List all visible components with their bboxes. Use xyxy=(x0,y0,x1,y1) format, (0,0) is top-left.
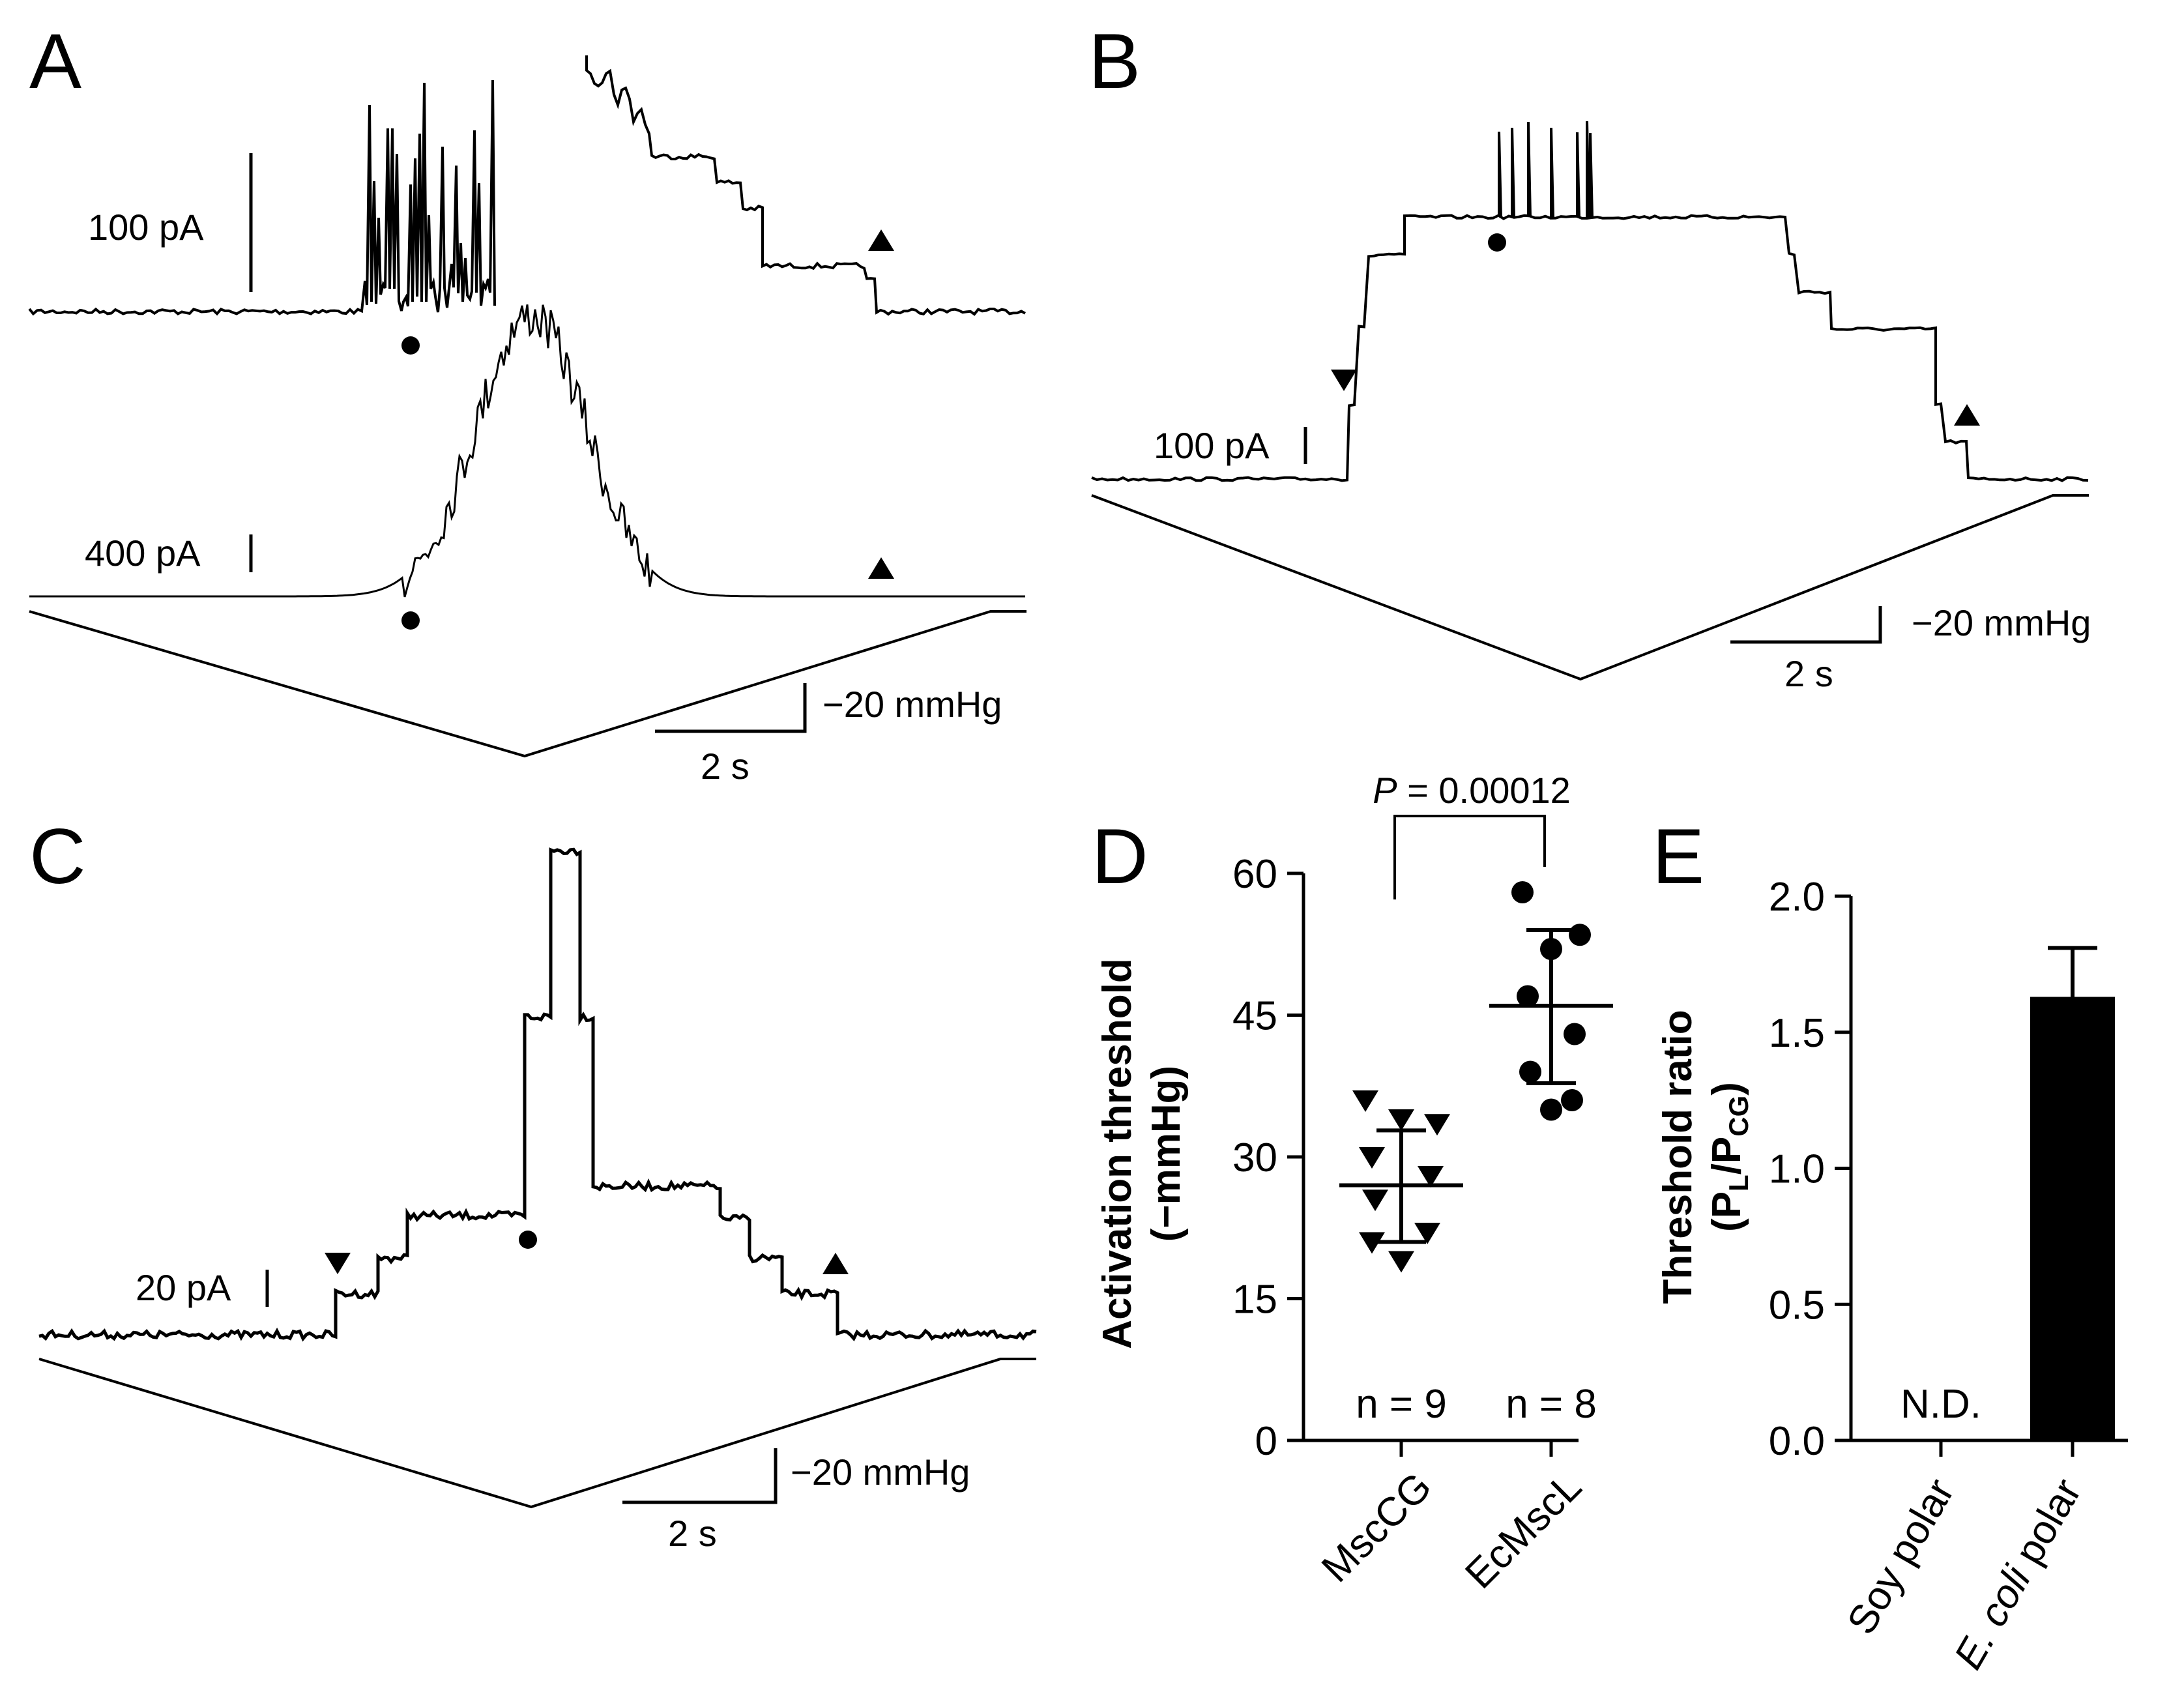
data-point-mscg xyxy=(1418,1166,1444,1188)
data-point-ecmscl xyxy=(1540,1098,1562,1121)
x-category-soy-polar: Soy polar xyxy=(1839,1472,1963,1642)
y-tick-label-d: 60 xyxy=(1232,852,1277,897)
y-tick-label-e: 0.5 xyxy=(1769,1283,1825,1328)
pressure-time-scale-c xyxy=(622,1448,778,1504)
significance-bracket xyxy=(1393,815,1546,899)
bar-ecoli-polar xyxy=(2030,997,2115,1440)
y-axis-label-d-line1: Activation threshold xyxy=(1095,958,1140,1349)
nd-label: N.D. xyxy=(1900,1382,1981,1427)
data-point-mscg xyxy=(1388,1251,1414,1273)
error-bars-d xyxy=(1339,928,1613,1457)
down-triangle-marker-b xyxy=(1331,370,1357,391)
up-triangle-marker-a-bottom xyxy=(868,557,894,579)
n-label-ecmscl: n = 8 xyxy=(1506,1382,1597,1427)
scale-label-20pa-c: 20 pA xyxy=(136,1267,231,1308)
pressure-scale-label-b: −20 mmHg xyxy=(1912,602,2091,643)
data-point-ecmscl xyxy=(1561,1089,1583,1111)
y-axis-label-d-line2: (−mmHg) xyxy=(1144,1066,1189,1242)
p-value-label: P = 0.00012 xyxy=(1373,770,1571,811)
current-trace-c xyxy=(38,847,1037,1342)
data-points-d xyxy=(1352,881,1591,1273)
bars-e xyxy=(1939,946,2115,1457)
data-point-ecmscl xyxy=(1519,1060,1541,1083)
panel-a: A 100 pA 400 pA −20 mmHg 2 s xyxy=(28,18,1026,787)
pressure-ramp-b xyxy=(1091,494,2089,681)
current-trace-b xyxy=(1091,121,2089,482)
y-axis-label-e-line2: (PL/PCG) xyxy=(1704,1082,1754,1232)
y-tick-label-e: 2.0 xyxy=(1769,875,1825,920)
y-axis-label-e-line1: Threshold ratio xyxy=(1655,1010,1700,1304)
n-label-mscg: n = 9 xyxy=(1356,1382,1447,1427)
data-point-mscg xyxy=(1388,1109,1414,1131)
up-triangle-marker-c xyxy=(823,1253,849,1274)
data-point-mscg xyxy=(1359,1232,1385,1254)
circle-marker-a-top xyxy=(401,336,420,355)
circle-marker-b xyxy=(1488,233,1506,252)
data-point-mscg xyxy=(1414,1223,1440,1244)
current-trace-a-top xyxy=(28,55,1026,316)
data-point-mscg xyxy=(1352,1090,1378,1112)
panel-b: B 100 pA −20 mmHg 2 s xyxy=(1088,18,2091,694)
scale-label-400pa-a: 400 pA xyxy=(85,533,201,574)
y-tick-label-d: 45 xyxy=(1232,994,1277,1039)
y-tick-label-e: 1.5 xyxy=(1769,1011,1825,1056)
data-point-mscg xyxy=(1424,1114,1450,1136)
up-triangle-marker-a-top xyxy=(868,229,894,251)
pressure-ramp-a xyxy=(29,610,1026,758)
y-tick-label-d: 0 xyxy=(1255,1419,1277,1464)
panel-d: D Activation threshold (−mmHg) 0 15 30 45 60… xyxy=(1092,770,1613,1598)
panel-label-c: C xyxy=(29,813,86,900)
panel-label-e: E xyxy=(1652,813,1704,900)
panel-e: E Threshold ratio (PL/PCG) 0.0 0.5 1.0 1.5 2… xyxy=(1652,813,2128,1677)
panel-label-d: D xyxy=(1092,813,1148,900)
pressure-scale-label-a: −20 mmHg xyxy=(823,684,1002,725)
pressure-time-scale-a xyxy=(655,683,807,733)
x-category-mscg: MscCG xyxy=(1313,1464,1440,1591)
panel-label-b: B xyxy=(1088,18,1141,105)
data-point-mscg xyxy=(1359,1147,1385,1169)
time-scale-label-c: 2 s xyxy=(668,1513,717,1554)
pressure-time-scale-b xyxy=(1730,606,1882,644)
data-point-ecmscl xyxy=(1511,881,1534,903)
y-tick-label-e: 1.0 xyxy=(1769,1147,1825,1192)
y-ticks-e: 0.0 0.5 1.0 1.5 2.0 xyxy=(1769,875,1851,1464)
y-ticks-d: 0 15 30 45 60 xyxy=(1232,852,1303,1464)
pressure-ramp-c xyxy=(38,1358,1036,1509)
pressure-scale-label-c: −20 mmHg xyxy=(791,1452,970,1493)
data-point-mscg xyxy=(1362,1189,1388,1212)
y-tick-label-d: 15 xyxy=(1232,1277,1277,1322)
y-tick-label-e: 0.0 xyxy=(1769,1419,1825,1464)
down-triangle-marker-c xyxy=(325,1253,351,1274)
circle-marker-c xyxy=(519,1231,537,1249)
y-tick-label-d: 30 xyxy=(1232,1135,1277,1180)
panel-label-a: A xyxy=(29,18,81,105)
up-triangle-marker-b xyxy=(1954,404,1980,426)
panel-c: C 20 pA −20 mmHg 2 s xyxy=(29,813,1037,1554)
circle-marker-a-bottom xyxy=(401,611,420,630)
x-category-ecmscl: EcMscL xyxy=(1457,1464,1590,1598)
data-point-ecmscl xyxy=(1517,985,1539,1008)
x-category-ecoli-polar: E. coli polar xyxy=(1945,1472,2090,1677)
scale-label-100pa-a: 100 pA xyxy=(88,207,204,248)
current-trace-a-bottom xyxy=(29,304,1025,598)
time-scale-label-a: 2 s xyxy=(701,746,750,787)
scale-label-100pa-b: 100 pA xyxy=(1154,425,1270,466)
data-point-ecmscl xyxy=(1564,1023,1586,1045)
time-scale-label-b: 2 s xyxy=(1784,653,1833,694)
data-point-ecmscl xyxy=(1569,924,1591,946)
